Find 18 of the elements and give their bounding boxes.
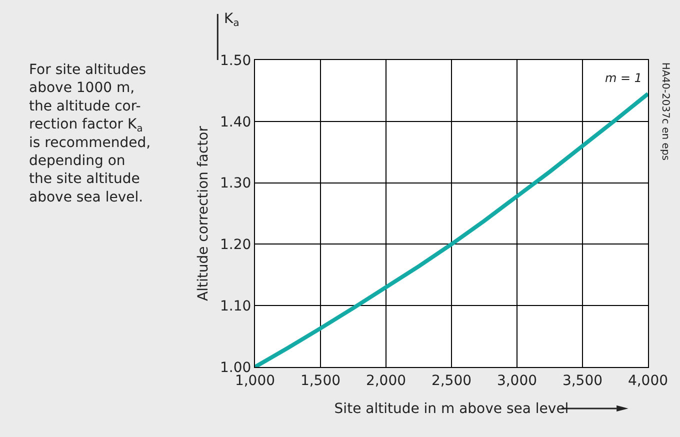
y-tick-label: 1.20 (220, 237, 252, 254)
x-tick-label: 2,500 (431, 372, 472, 389)
x-tick-label: 2,000 (366, 372, 406, 389)
x-axis-title: Site altitude in m above sea level (334, 401, 569, 418)
x-tick-label: 4,000 (628, 372, 668, 389)
x-tick-label: 1,500 (300, 372, 341, 389)
y-axis-title: Altitude correction factor (196, 126, 212, 301)
text: HA40-2037c en eps (660, 62, 671, 161)
annotation: m = 1 (605, 71, 642, 85)
x-tick-label: 3,500 (562, 372, 603, 389)
text: For site altitudes above 1000 m, the altitude cor- rection factor K$_{a}$ is recommended, depending on the site altitude above sea level. (29, 62, 151, 206)
y-tick-label: 1.10 (220, 298, 252, 314)
y-tick-label: 1.50 (220, 52, 252, 69)
y-tick-label: 1.30 (220, 176, 252, 192)
line-series (255, 92, 648, 367)
text: K$_{a}$ (224, 11, 240, 29)
x-tick-label: 3,000 (496, 372, 538, 389)
y-tick-label: 1.40 (220, 114, 252, 130)
